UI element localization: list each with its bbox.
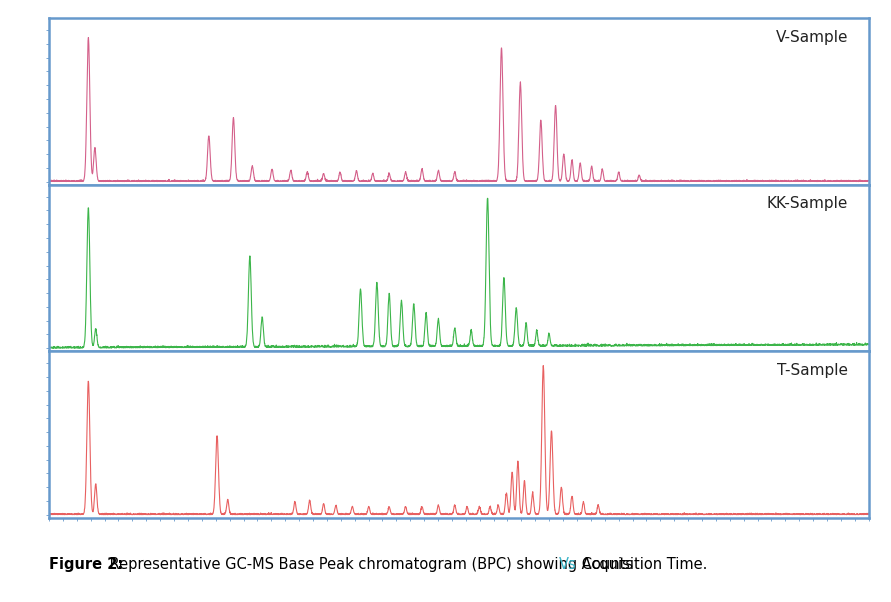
Text: Figure 2:: Figure 2: [49,557,123,572]
Text: V-Sample: V-Sample [776,29,848,45]
Text: Acquisition Time.: Acquisition Time. [577,557,707,572]
Text: KK-Sample: KK-Sample [767,196,848,211]
Text: T-Sample: T-Sample [777,363,848,378]
Text: Representative GC-MS Base Peak chromatogram (BPC) showing Counts: Representative GC-MS Base Peak chromatog… [105,557,638,572]
Text: Vs: Vs [559,557,576,572]
